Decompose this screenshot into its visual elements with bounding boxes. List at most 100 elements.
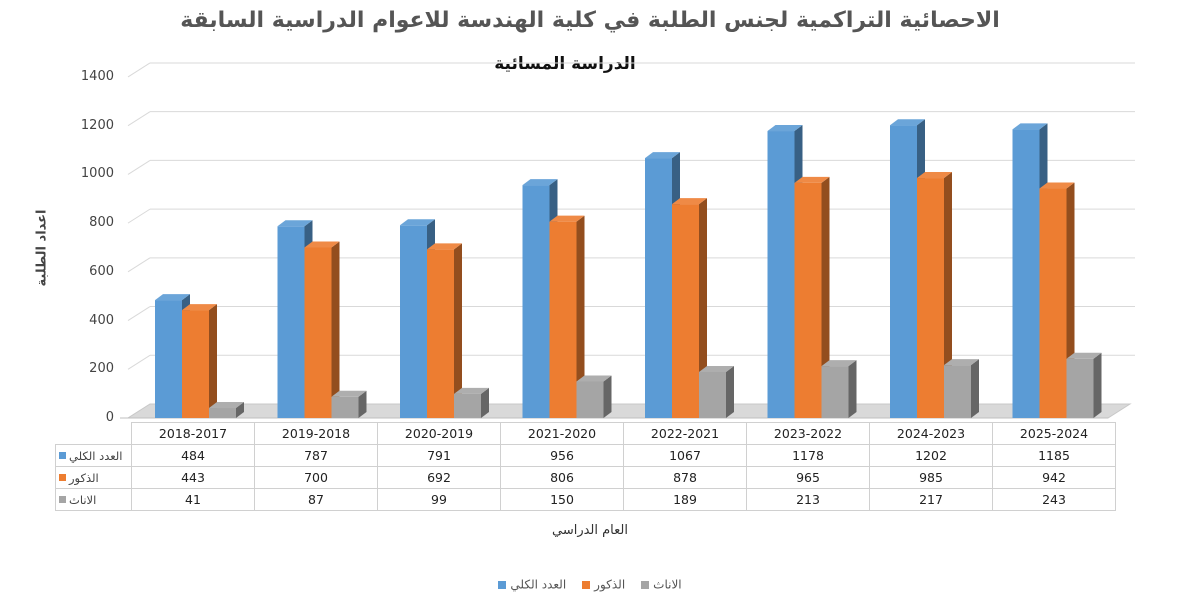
bar-front	[454, 393, 481, 418]
bar-top	[155, 294, 190, 301]
y-tick-label: 600	[89, 263, 114, 279]
legend-swatch	[641, 580, 650, 589]
data-label: 150	[500, 488, 624, 511]
series-key-swatch	[59, 496, 66, 504]
bar-side	[726, 365, 734, 418]
y-tick-label: 800	[89, 215, 114, 231]
bar-front	[304, 247, 332, 418]
bar-front	[182, 310, 209, 418]
bar-side	[944, 172, 952, 418]
bar-top	[917, 172, 952, 179]
bar-front	[549, 221, 577, 418]
bar-top	[645, 152, 680, 159]
legend-label: الذكور	[594, 577, 626, 592]
bar	[182, 304, 217, 418]
series-key-swatch	[59, 452, 66, 460]
category-label: 2023-2022	[746, 422, 870, 445]
y-tick-label: 0	[105, 410, 114, 425]
legend-item: الاناث	[641, 577, 682, 592]
y-tick-label: 1000	[80, 166, 114, 182]
bar	[304, 241, 340, 418]
legend-label: العدد الكلي	[510, 577, 567, 592]
data-label: 217	[869, 488, 993, 511]
data-label: 692	[377, 466, 501, 489]
x-axis-label: العام الدراسي	[551, 523, 628, 538]
bar	[549, 215, 585, 418]
gridline-diagonal	[127, 354, 151, 370]
chart-title: الاحصائية التراكمية لجنس الطلبة في كلية …	[180, 8, 1000, 33]
data-label: 942	[992, 466, 1116, 489]
bar	[576, 375, 612, 418]
bar-top	[209, 402, 244, 409]
bar-front	[277, 226, 305, 418]
category-label: 2025-2024	[992, 422, 1116, 445]
data-table: 2018-2017 2019-2018 2020-2019 2021-2020 2022…	[55, 422, 1116, 511]
data-label: 787	[254, 444, 378, 467]
gridline-diagonal	[127, 257, 151, 273]
bar	[944, 359, 979, 418]
gridline-diagonal	[127, 111, 151, 127]
bar-top	[1066, 352, 1102, 359]
bar-side	[481, 387, 489, 418]
data-label: 791	[377, 444, 501, 467]
bar	[331, 390, 367, 418]
bar-side	[331, 241, 340, 418]
bar-front	[767, 131, 795, 419]
legend: العدد الكلي الذكور الاناث	[0, 577, 1180, 592]
bar-front	[1039, 188, 1067, 418]
legend-item: العدد الكلي	[498, 577, 566, 592]
data-table-header-row: 2018-2017 2019-2018 2020-2019 2021-2020 2022…	[55, 422, 1116, 445]
bar-top	[767, 125, 803, 132]
category-label: 2021-2020	[500, 422, 624, 445]
bar-top	[400, 219, 435, 226]
data-label: 985	[869, 466, 993, 489]
gridline-diagonal	[127, 62, 151, 78]
bar-side	[236, 402, 244, 418]
category-label: 2020-2019	[377, 422, 501, 445]
data-table-row: العدد الكلي 484 787 791 956 1067 1178 1202 1185	[55, 444, 1116, 467]
bar-top	[794, 176, 830, 183]
bar-side	[358, 390, 367, 418]
gridline-diagonal	[127, 159, 151, 175]
bar-top	[1039, 182, 1075, 189]
bar-side	[848, 360, 857, 418]
legend-item: الذكور	[582, 577, 625, 592]
bar-side	[971, 359, 979, 418]
series-name-label: الذكور	[69, 470, 99, 485]
bar-front	[400, 225, 427, 418]
bar-front	[576, 381, 604, 418]
data-label: 965	[746, 466, 870, 489]
bar-top	[576, 375, 612, 382]
bar-top	[277, 220, 313, 227]
data-table-row: الذكور 443 700 692 806 878 965 985 942	[55, 466, 1116, 489]
bar-top	[944, 359, 979, 366]
category-label: 2022-2021	[623, 422, 747, 445]
bar-front	[1012, 129, 1040, 419]
data-label: 700	[254, 466, 378, 489]
bar-front	[1066, 358, 1094, 418]
bar-side	[209, 304, 217, 418]
data-label: 878	[623, 466, 747, 489]
bar-top	[331, 390, 367, 397]
bar-front	[672, 204, 699, 418]
bar	[699, 365, 734, 418]
bar	[794, 176, 830, 418]
chart-subtitle: الدراسة المسائية	[494, 54, 636, 74]
bar-side	[699, 198, 707, 418]
category-label: 2018-2017	[131, 422, 255, 445]
bar-top	[699, 365, 734, 372]
bar-top	[182, 304, 217, 311]
data-label: 189	[623, 488, 747, 511]
bar	[427, 243, 462, 418]
category-label: 2019-2018	[254, 422, 378, 445]
bar	[454, 387, 489, 418]
bar	[672, 198, 707, 418]
bar-front	[522, 185, 550, 418]
y-tick-label: 200	[89, 361, 114, 377]
legend-swatch	[582, 580, 591, 589]
bar-top	[304, 241, 340, 248]
data-label: 1202	[869, 444, 993, 467]
bar-front	[821, 366, 849, 418]
bar	[1039, 182, 1075, 418]
